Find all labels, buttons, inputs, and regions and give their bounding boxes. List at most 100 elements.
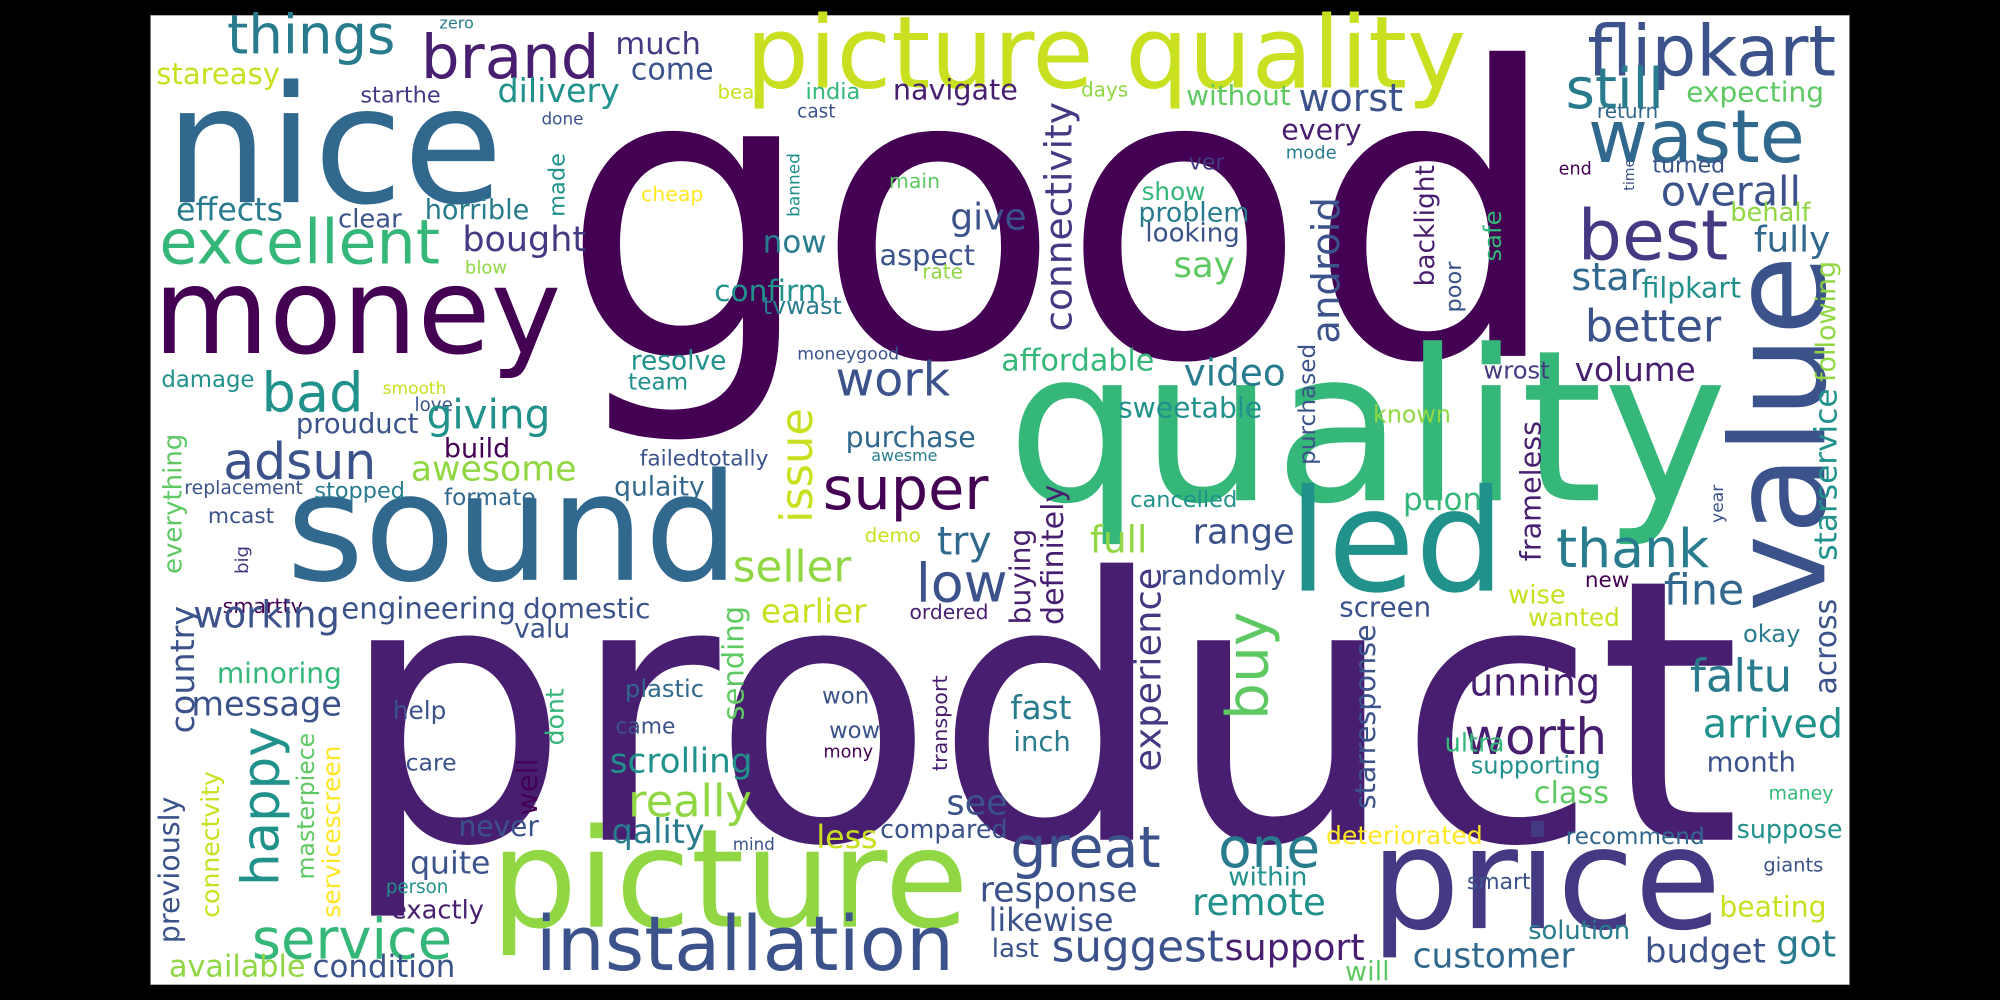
word: country: [163, 606, 202, 734]
word: days: [1081, 77, 1128, 101]
word: starresponse: [1348, 624, 1382, 809]
word: mode: [1286, 143, 1337, 164]
word: supporting: [1471, 751, 1601, 779]
word: month: [1707, 747, 1796, 779]
word: faltu: [1690, 650, 1792, 703]
word: smart: [1467, 870, 1531, 895]
word: star: [1571, 256, 1645, 300]
word: prouduct: [296, 409, 419, 440]
word: previously: [153, 796, 186, 943]
word: full: [1090, 518, 1147, 562]
word: say: [1173, 245, 1234, 286]
word: low: [916, 551, 1008, 614]
word: frameless: [1514, 421, 1548, 561]
word: response: [980, 870, 1138, 910]
word: class: [1534, 776, 1609, 811]
word: happy: [231, 726, 291, 885]
word: blow: [465, 257, 507, 278]
word: poor: [1441, 261, 1467, 313]
word: engineering: [341, 591, 516, 625]
word: formate: [444, 484, 536, 511]
word: experience: [1126, 568, 1169, 772]
word: connectivity: [1037, 102, 1081, 332]
word: wise: [1508, 581, 1565, 611]
word: suggest: [1052, 923, 1224, 973]
word: support: [1225, 926, 1365, 969]
word: fast: [1010, 689, 1071, 727]
word: android: [1304, 197, 1349, 344]
word: working: [193, 593, 340, 636]
word: will: [1345, 956, 1390, 987]
word: fully: [1754, 219, 1830, 260]
word: connectvity: [196, 771, 225, 918]
word: exactly: [391, 896, 484, 926]
word: ordered: [909, 600, 988, 624]
word: well: [510, 758, 544, 815]
word: servicescreen: [317, 746, 346, 918]
word: okay: [1743, 620, 1800, 648]
word: one: [1218, 816, 1320, 880]
word: build: [444, 433, 510, 464]
word: tvwast: [763, 292, 842, 320]
word: remote: [1192, 880, 1326, 924]
word: quite: [410, 846, 490, 882]
word: stopped: [314, 478, 405, 504]
word: excellent: [159, 206, 440, 278]
word: awesme: [871, 446, 937, 465]
word: minoring: [217, 657, 342, 690]
word: show: [1142, 177, 1206, 206]
word: worth: [1464, 708, 1607, 766]
word: without: [1186, 79, 1291, 112]
word: care: [406, 749, 457, 777]
word: stareasy: [156, 57, 280, 91]
word: smarttv: [223, 594, 303, 618]
word: better: [1585, 301, 1722, 353]
word: wrost: [1483, 355, 1549, 384]
word: deteriorated: [1326, 821, 1483, 850]
word: known: [1373, 401, 1451, 429]
word: time: [1622, 159, 1638, 191]
word: good: [561, 0, 1562, 451]
word: dont: [540, 688, 569, 745]
word: things: [227, 2, 395, 66]
word: seller: [733, 543, 852, 593]
word: issue: [771, 408, 823, 523]
word: giving: [427, 391, 551, 439]
word: worst: [1298, 76, 1403, 120]
word: giants: [1763, 853, 1823, 876]
word: filpkart: [1642, 272, 1741, 305]
word: value: [1703, 255, 1855, 612]
word: qulaity: [614, 472, 705, 503]
word: solution: [1528, 916, 1630, 946]
word: super: [823, 454, 990, 523]
word: definitely: [1036, 485, 1071, 625]
word: likewise: [989, 903, 1114, 939]
word: failedtotally: [640, 447, 769, 472]
word: led: [1288, 460, 1505, 625]
word: never: [459, 810, 540, 843]
word: brand: [421, 22, 600, 93]
word: love: [415, 395, 453, 416]
word: behalf: [1730, 198, 1811, 228]
word: sweetable: [1118, 392, 1262, 425]
word: dilivery: [497, 71, 619, 110]
word: banned: [783, 153, 803, 217]
word: ultra: [1445, 729, 1505, 759]
word: suppose: [1737, 814, 1843, 844]
word: navigate: [893, 72, 1018, 106]
word: help: [393, 696, 447, 725]
word: last: [992, 934, 1039, 964]
word: end: [1559, 160, 1592, 180]
word: everything: [158, 434, 188, 574]
word: installation: [536, 900, 954, 988]
word: resolve: [631, 345, 727, 376]
word: plastic: [625, 675, 704, 703]
word: transport: [928, 675, 952, 771]
word: replacement: [184, 478, 303, 499]
word: beat: [717, 80, 762, 103]
word: purchased: [1294, 344, 1321, 465]
word: maney: [1769, 782, 1834, 804]
word: really: [628, 775, 752, 828]
word: made: [544, 153, 570, 217]
word: quality: [1007, 304, 1728, 550]
